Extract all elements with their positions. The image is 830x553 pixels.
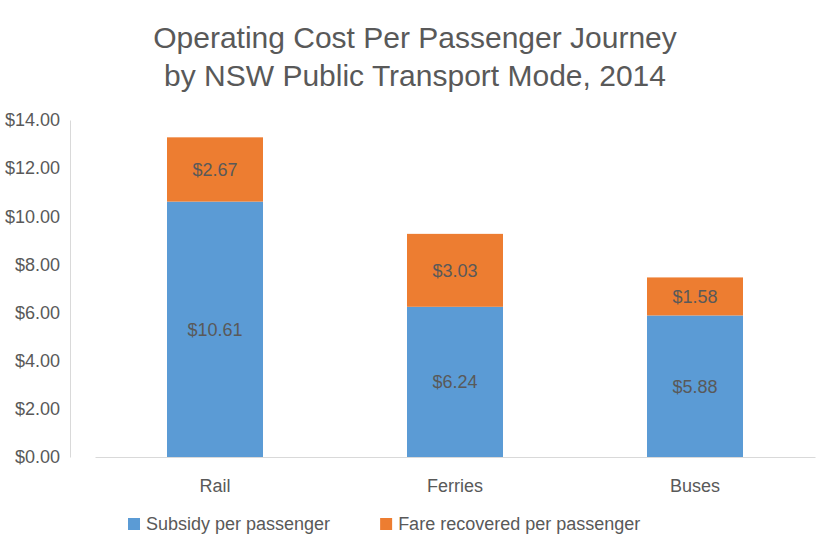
data-label: $10.61 <box>187 320 242 340</box>
y-tick-label: $4.00 <box>15 351 60 371</box>
y-tick-label: $14.00 <box>5 110 60 130</box>
legend-item: Subsidy per passenger <box>128 514 330 534</box>
x-tick: Buses <box>670 457 720 496</box>
y-tick-label: $6.00 <box>15 303 60 323</box>
title: Operating Cost Per Passenger Journeyby N… <box>153 21 677 92</box>
y-tick: $14.00 <box>5 110 70 130</box>
x-axis-line <box>96 457 816 458</box>
y-tick-label: $8.00 <box>15 255 60 275</box>
y-tick: $6.00 <box>15 303 70 323</box>
y-tick: $12.00 <box>5 158 70 178</box>
y-tick: $0.00 <box>15 447 70 467</box>
chart: Operating Cost Per Passenger Journeyby N… <box>0 0 830 553</box>
data-label: $1.58 <box>672 287 717 307</box>
y-axis: $0.00 $2.00 $4.00 $6.00 $8.00 $10.00 $12.00 $14… <box>5 110 71 467</box>
y-tick: $2.00 <box>15 399 70 419</box>
legend-label: Subsidy per passenger <box>146 514 330 534</box>
bar-segment <box>407 307 503 457</box>
bar-segment <box>167 202 263 457</box>
legend-item: Fare recovered per passenger <box>380 514 640 534</box>
data-label: $5.88 <box>672 377 717 397</box>
y-tick-label: $2.00 <box>15 399 60 419</box>
bars <box>167 137 743 457</box>
x-tick-label: Ferries <box>427 476 483 496</box>
x-tick-label: Buses <box>670 476 720 496</box>
legend: Subsidy per passenger Fare recovered per … <box>128 514 640 534</box>
x-tick: Ferries <box>427 457 483 496</box>
bar-segment <box>167 137 263 201</box>
y-axis-line <box>70 121 71 458</box>
y-tick: $10.00 <box>5 207 70 227</box>
x-tick: Rail <box>199 457 230 496</box>
y-tick-label: $12.00 <box>5 158 60 178</box>
data-label: $2.67 <box>192 160 237 180</box>
bar-segment <box>647 277 743 315</box>
y-tick: $8.00 <box>15 255 70 275</box>
data-label: $6.24 <box>432 372 477 392</box>
y-tick: $4.00 <box>15 351 70 371</box>
y-tick-label: $0.00 <box>15 447 60 467</box>
data-label: $3.03 <box>432 261 477 281</box>
x-axis: Rail Ferries Buses <box>96 457 816 496</box>
legend-swatch <box>380 518 392 530</box>
legend-swatch <box>128 518 140 530</box>
y-tick-label: $10.00 <box>5 207 60 227</box>
legend-label: Fare recovered per passenger <box>398 514 640 534</box>
bar-segment <box>647 315 743 457</box>
bar-segment <box>407 234 503 307</box>
x-tick-label: Rail <box>199 476 230 496</box>
data-labels: $10.61 $6.24 $5.88 $2.67 $3.03 $1.58 <box>187 160 717 397</box>
